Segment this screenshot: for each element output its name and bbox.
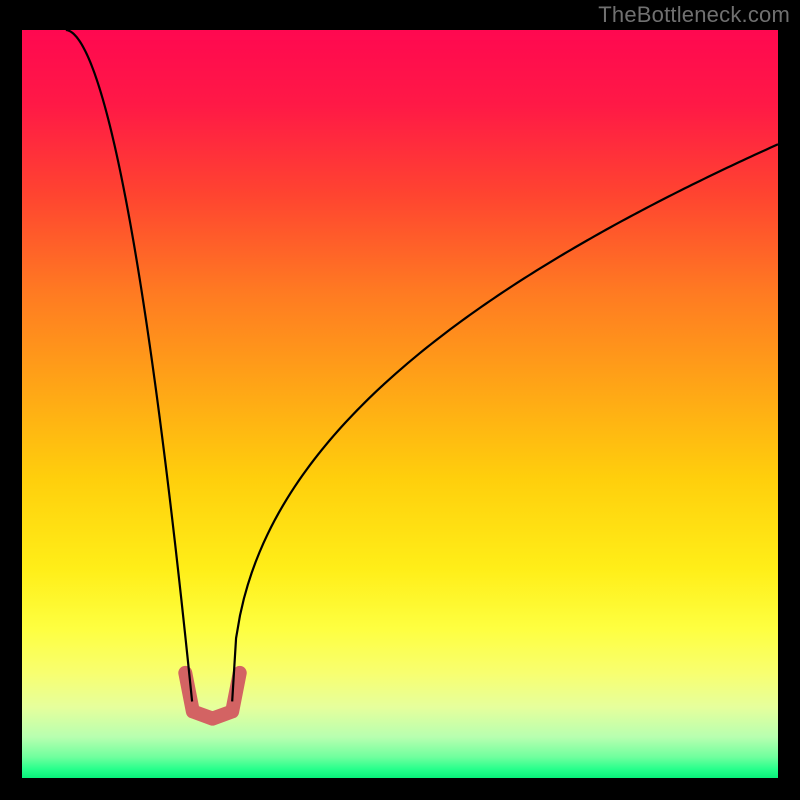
bottleneck-chart (0, 0, 800, 800)
watermark-text: TheBottleneck.com (598, 2, 790, 28)
gradient-panel (22, 30, 778, 778)
chart-stage: TheBottleneck.com (0, 0, 800, 800)
